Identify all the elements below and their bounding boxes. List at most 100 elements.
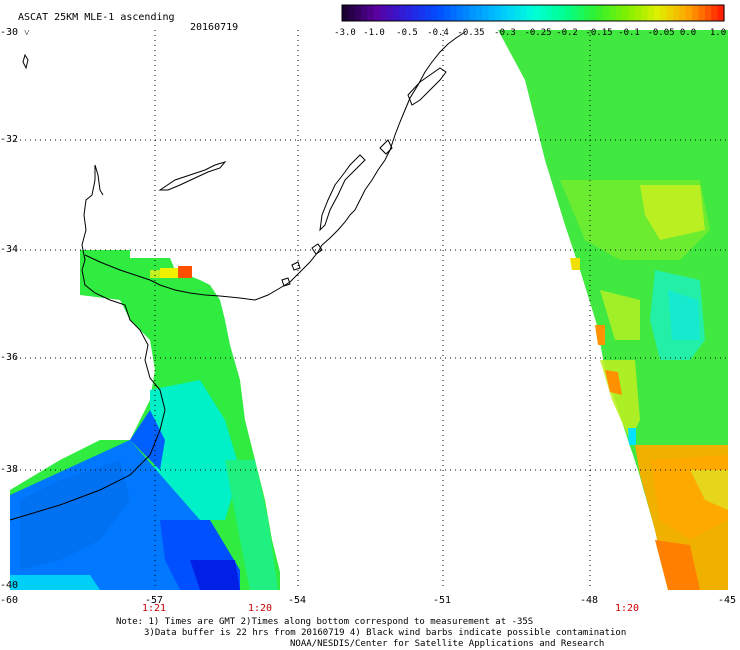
colorbar-label: -3.0 <box>334 28 356 38</box>
colorbar-segment <box>545 5 553 21</box>
colorbar-segment <box>462 5 470 21</box>
colorbar-segment <box>482 5 490 21</box>
lon-label-57: -57 <box>145 595 164 606</box>
colorbar-segment <box>513 5 521 21</box>
lon-label-54: -54 <box>288 595 307 606</box>
colorbar-segment <box>564 5 572 21</box>
colorbar-label: -0.3 <box>494 28 516 38</box>
colorbar <box>341 4 725 22</box>
colorbar-segment <box>679 5 687 21</box>
lat-label-32: -32 <box>0 134 19 145</box>
colorbar-segment <box>571 5 579 21</box>
colorbar-segment <box>507 5 515 21</box>
colorbar-segment <box>373 5 381 21</box>
colorbar-segment <box>577 5 585 21</box>
colorbar-segment <box>424 5 432 21</box>
colorbar-segment <box>603 5 610 21</box>
colorbar-label: -0.25 <box>524 28 552 38</box>
colorbar-segment <box>692 5 700 21</box>
colorbar-label: -1.0 <box>363 28 385 38</box>
corner-mark: ˅ <box>24 28 30 39</box>
grid-lines <box>10 30 728 590</box>
colorbar-segment <box>596 5 604 21</box>
colorbar-label: -0.15 <box>585 28 613 38</box>
colorbar-segment <box>526 5 534 21</box>
credit-line: NOAA/NESDIS/Center for Satellite Applica… <box>290 639 605 649</box>
map-title: ASCAT 25KM MLE-1 ascending <box>18 12 175 23</box>
lat-label-36: -36 <box>0 352 19 363</box>
colorbar-segment <box>354 5 362 21</box>
west-swath <box>10 250 280 590</box>
colorbar-segment <box>615 5 623 21</box>
colorbar-segment <box>437 5 445 21</box>
colorbar-segment <box>641 5 649 21</box>
colorbar-segment <box>475 5 483 21</box>
colorbar-segment <box>704 5 712 21</box>
colorbar-segment <box>342 5 349 21</box>
colorbar-segment <box>666 5 674 21</box>
corner-lat-label: -30 <box>0 27 19 38</box>
colorbar-segment <box>501 5 509 21</box>
colorbar-segment <box>418 5 426 21</box>
colorbar-label: 1.0 <box>709 28 727 38</box>
east-swath <box>498 30 728 590</box>
colorbar-segment <box>628 5 636 21</box>
lon-label-45: -45 <box>718 595 737 606</box>
time-label-1: 1:21 <box>142 603 167 614</box>
colorbar-segment <box>673 5 681 21</box>
colorbar-label: -0.4 <box>427 28 449 38</box>
colorbar-segment <box>622 5 630 21</box>
colorbar-segment <box>583 5 591 21</box>
colorbar-frame <box>341 4 725 22</box>
colorbar-segment <box>685 5 693 21</box>
colorbar-label: -0.1 <box>618 28 640 38</box>
colorbar-segment <box>386 5 394 21</box>
colorbar-segment <box>634 5 642 21</box>
map-date: 20160719 <box>190 22 239 33</box>
colorbar-label: -0.35 <box>457 28 485 38</box>
colorbar-label: 0.0 <box>679 28 697 38</box>
time-label-3: 1:20 <box>615 603 640 614</box>
colorbar-segment <box>539 5 547 21</box>
colorbar-segment <box>609 5 617 21</box>
colorbar-segment <box>533 5 540 21</box>
colorbar-segment <box>405 5 413 21</box>
colorbar-label: -0.2 <box>556 28 578 38</box>
lon-label-48: -48 <box>580 595 599 606</box>
colorbar-segment <box>717 5 725 21</box>
colorbar-segment <box>380 5 388 21</box>
colorbar-segment <box>590 5 598 21</box>
colorbar-label: -0.05 <box>647 28 675 38</box>
colorbar-segment <box>698 5 706 21</box>
colorbar-segment <box>647 5 655 21</box>
time-label-2: 1:20 <box>248 603 273 614</box>
colorbar-segment <box>494 5 502 21</box>
colorbar-segment <box>361 5 369 21</box>
colorbar-segment <box>431 5 439 21</box>
coastline <box>9 31 466 521</box>
colorbar-segment <box>520 5 528 21</box>
colorbar-label: -0.5 <box>396 28 418 38</box>
colorbar-segment <box>443 5 451 21</box>
colorbar-segment <box>399 5 407 21</box>
colorbar-segment <box>469 5 477 21</box>
colorbar-segment <box>660 5 668 21</box>
colorbar-segment <box>367 5 375 21</box>
colorbar-segment <box>456 5 464 21</box>
note-line-1: Note: 1) Times are GMT 2)Times along bot… <box>116 617 534 627</box>
colorbar-segment <box>558 5 566 21</box>
lon-label-60: -60 <box>0 595 19 606</box>
lat-label-34: -34 <box>0 244 19 255</box>
colorbar-segment <box>711 5 719 21</box>
colorbar-segment <box>450 5 458 21</box>
colorbar-segment <box>412 5 419 21</box>
colorbar-segment <box>653 5 661 21</box>
lat-label-38: -38 <box>0 464 19 475</box>
lat-label-40: -40 <box>0 580 19 591</box>
lon-label-51: -51 <box>433 595 452 606</box>
colorbar-segment <box>488 5 496 21</box>
note-line-2: 3)Data buffer is 22 hrs from 20160719 4)… <box>144 628 627 638</box>
colorbar-segment <box>392 5 400 21</box>
colorbar-segment <box>552 5 560 21</box>
